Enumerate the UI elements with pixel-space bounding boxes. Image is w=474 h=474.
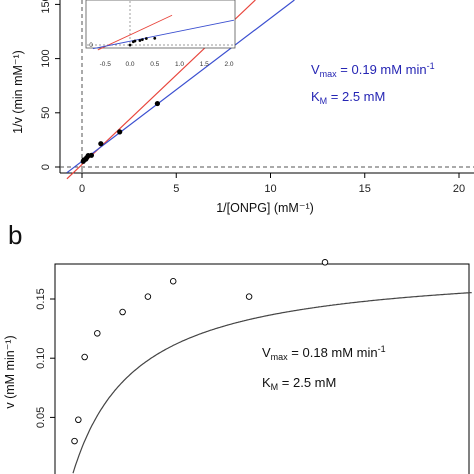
x-tick-label: 10 [264,183,276,195]
inset-frame [85,0,236,49]
kinetic-parameters-a: Vmax = 0.19 mM min-1 KM = 2.5 mM [311,61,435,106]
y-tick-label: 150 [40,0,52,14]
x-tick-label: 20 [453,183,465,195]
inset-y-tick-label: 0 [89,42,93,49]
data-points [80,100,160,164]
x-axis-ticks: 0 5 10 15 20 [79,173,465,195]
plot-frame [54,263,470,474]
inset-x-tick-label: -0.5 [100,61,112,68]
vmax-label: Vmax = 0.19 mM min-1 [311,61,435,79]
inset-fit-line-red [97,14,173,51]
inset-x-tick-label: 0.0 [125,61,134,68]
y-axis-ticks: 050100150200250 [40,0,60,170]
inset-y-ticks: 0 [89,42,93,49]
fit-curve [72,292,472,474]
y-tick-label: 0.10 [35,347,47,368]
data-point [81,353,88,361]
vmax-label: Vmax = 0.18 mM min-1 [262,344,386,362]
inset-content [87,1,235,51]
y-tick-label: 100 [40,49,52,67]
y-tick-label: 0.05 [35,407,47,428]
km-label: KM = 2.5 mM [262,375,336,392]
data-point [98,141,104,147]
y-axis-label: 1/v (min mM⁻¹) [11,50,25,134]
x-axis-label: 1/[ONPG] (mM⁻¹) [216,201,314,215]
data-point [119,308,126,316]
y-tick-label: 50 [40,107,52,119]
fit-line-2 [66,0,295,174]
data-point [144,293,152,300]
inset-data-point [133,39,137,43]
inset-data-point [153,36,157,40]
inset-data-point [128,43,132,47]
data-point [94,330,101,337]
inset-x-tick-label: 2.0 [224,61,233,68]
inset-x-ticks: -0.5 0.0 0.5 1.0 1.5 2.0 [100,61,234,68]
inset-x-tick-label: 1.5 [200,61,209,68]
data-point [117,129,123,135]
michaelis-menten-chart: b 0.05 0.10 0.15 v (mM min⁻¹) Vmax = 0.18 … [3,220,472,474]
data-point [75,416,82,424]
inset-data-point [140,38,144,42]
data-point [321,259,329,266]
inset-x-tick-label: 1.0 [175,61,184,68]
km-label: KM = 2.5 mM [311,89,385,106]
panel-label-b: b [8,220,22,250]
data-point [154,100,160,107]
inset-data-point [144,37,148,40]
y-tick-label: 0 [40,164,52,170]
kinetic-parameters-b: Vmax = 0.18 mM min-1 KM = 2.5 mM [262,344,386,392]
y-axis-label: v (mM min⁻¹) [3,335,17,408]
data-point [169,277,177,285]
data-points [71,259,329,445]
inset-fit-line-blue [92,19,235,50]
reference-lines [60,0,474,173]
michaelis-menten-fit-curve [72,292,472,474]
x-tick-label: 0 [79,183,85,195]
inset-data-point [138,39,142,42]
inset-chart: -0.5 0.0 0.5 1.0 1.5 2.0 0 [85,0,236,68]
data-point [245,293,253,300]
inset-x-tick-label: 0.5 [150,61,159,68]
x-tick-label: 5 [173,183,179,195]
y-axis-ticks: 0.05 0.10 0.15 [35,288,55,428]
y-tick-label: 0.15 [35,288,47,309]
data-point [88,152,95,158]
x-tick-label: 15 [359,183,371,195]
data-point [71,437,78,445]
